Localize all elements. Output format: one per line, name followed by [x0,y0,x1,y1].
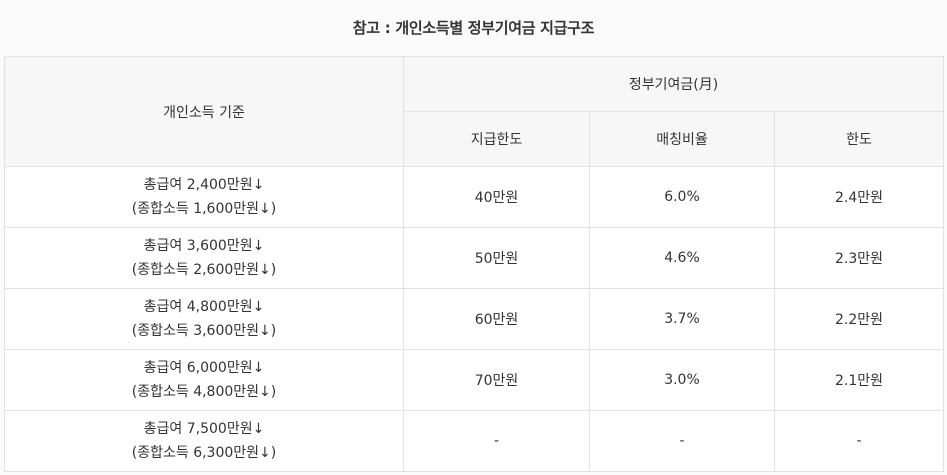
total-income-text: (종합소득 6,300만원↓) [131,445,277,461]
matching-ratio-cell: 4.6% [589,227,775,289]
total-salary-text: 총급여 6,000만원↓ [143,360,265,376]
header-cap: 한도 [774,111,944,167]
income-cell: 총급여 7,500만원↓ (종합소득 6,300만원↓) [4,410,404,472]
header-row-1: 개인소득 기준 정부기여금(月) [4,56,944,167]
total-salary-text: 총급여 4,800만원↓ [143,299,265,315]
header-row-2: 지급한도 매칭비율 한도 [5,111,944,167]
income-cell: 총급여 4,800만원↓ (종합소득 3,600만원↓) [4,288,404,350]
matching-ratio-cell: - [589,410,775,472]
table-row: 총급여 3,600만원↓ (종합소득 2,600만원↓) 50만원 4.6% 2… [4,227,944,289]
total-salary-text: 총급여 7,500만원↓ [143,421,265,437]
cap-cell: - [774,410,944,472]
total-income-text: (종합소득 3,600만원↓) [131,323,277,339]
table-row: 총급여 4,800만원↓ (종합소득 3,600만원↓) 60만원 3.7% 2… [4,288,944,350]
payment-limit-cell: 60만원 [403,288,590,350]
cap-cell: 2.1만원 [774,349,944,411]
total-salary-text: 총급여 2,400만원↓ [143,177,265,193]
matching-ratio-cell: 3.0% [589,349,775,411]
total-income-text: (종합소득 4,800만원↓) [131,384,277,400]
cap-cell: 2.4만원 [774,166,944,228]
header-government-contribution: 정부기여금(月) [403,56,944,112]
payment-limit-cell: 50만원 [403,227,590,289]
cap-cell: 2.3만원 [774,227,944,289]
table-row: 총급여 2,400만원↓ (종합소득 1,600만원↓) 40만원 6.0% 2… [4,166,944,228]
payment-limit-cell: 70만원 [403,349,590,411]
income-cell: 총급여 6,000만원↓ (종합소득 4,800만원↓) [4,349,404,411]
total-income-text: (종합소득 2,600만원↓) [131,262,277,278]
cap-cell: 2.2만원 [774,288,944,350]
matching-ratio-cell: 3.7% [589,288,775,350]
table-row: 총급여 7,500만원↓ (종합소득 6,300만원↓) - - - [4,410,944,472]
header-matching-ratio: 매칭비율 [589,111,775,167]
contribution-table: 개인소득 기준 정부기여금(月) 지급한도 매칭비율 한도 총급여 2,400만… [4,56,944,472]
total-income-text: (종합소득 1,600만원↓) [131,201,277,217]
total-salary-text: 총급여 3,600만원↓ [143,238,265,254]
header-income-criteria: 개인소득 기준 [4,56,404,167]
header-payment-limit: 지급한도 [403,111,590,167]
income-cell: 총급여 3,600만원↓ (종합소득 2,600만원↓) [4,227,404,289]
income-cell: 총급여 2,400만원↓ (종합소득 1,600만원↓) [4,166,404,228]
payment-limit-cell: - [403,410,590,472]
table-row: 총급여 6,000만원↓ (종합소득 4,800만원↓) 70만원 3.0% 2… [4,349,944,411]
payment-limit-cell: 40만원 [403,166,590,228]
table-caption: 참고 : 개인소득별 정부기여금 지급구조 [352,19,595,37]
matching-ratio-cell: 6.0% [589,166,775,228]
